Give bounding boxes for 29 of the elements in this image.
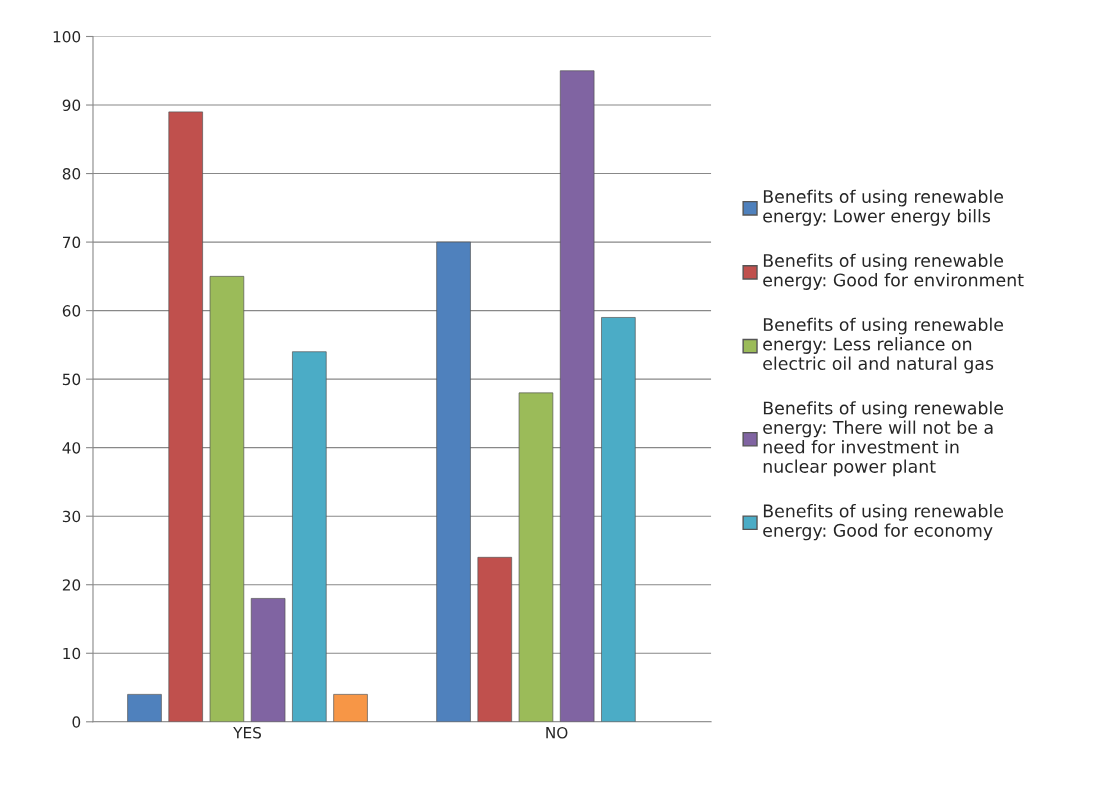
y-tick-label: 30 (62, 510, 81, 523)
bar (209, 276, 245, 722)
bar (292, 351, 327, 722)
x-tick-label: YES (233, 726, 262, 739)
bar (333, 694, 368, 722)
x-tick-label: NO (546, 726, 568, 739)
legend-label: Benefits of using renewable energy: Good for economy (763, 504, 1004, 541)
y-tick-label: 40 (62, 442, 81, 454)
bar (518, 392, 554, 722)
bar (250, 598, 286, 722)
bar (127, 694, 162, 722)
y-tick-label: 20 (62, 579, 81, 591)
y-tick-label: 10 (63, 647, 81, 660)
y-tick-label: 100 (53, 30, 81, 43)
y-tick-label: 90 (62, 99, 81, 112)
legend-label: Benefits of using renewable energy: Lower energy bills (763, 189, 1004, 226)
legend-label: Benefits of using renewable energy: Good for environment (763, 253, 1024, 290)
bar (559, 70, 595, 722)
bar (477, 556, 513, 722)
y-tick-label: 80 (62, 168, 81, 180)
bar (436, 241, 471, 722)
legend-label: Benefits of using renewable energy: There will not be a need for investment in nuclear power plant (763, 401, 1004, 477)
y-tick-label: 50 (62, 373, 81, 386)
legend-label: Benefits of using renewable energy: Less reliance on electric oil and natural gas (763, 317, 1004, 374)
bar (601, 317, 636, 722)
y-tick-label: 70 (63, 236, 81, 249)
y-tick-label: 60 (62, 305, 81, 317)
y-tick-label: 0 (72, 716, 81, 728)
bar (168, 111, 203, 722)
